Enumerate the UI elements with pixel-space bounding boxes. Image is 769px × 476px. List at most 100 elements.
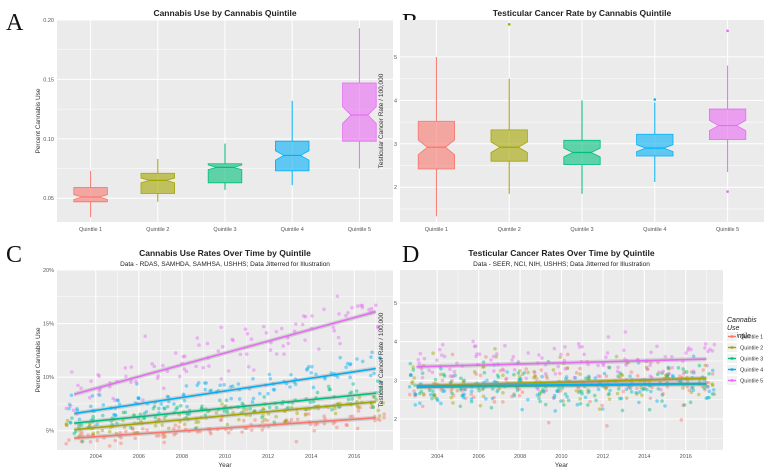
data-point-quintile-3 [153, 415, 158, 420]
data-point-quintile-4 [196, 381, 201, 385]
data-point-quintile-2 [710, 383, 715, 388]
data-point-quintile-4 [75, 408, 80, 413]
legend-title: Quintile [727, 333, 751, 340]
data-point-quintile-2 [472, 370, 477, 374]
data-point-quintile-4 [587, 389, 591, 394]
data-point-quintile-5 [195, 336, 200, 340]
data-point-quintile-4 [236, 382, 241, 386]
data-point-quintile-1 [517, 387, 522, 391]
data-point-quintile-4 [593, 376, 598, 380]
data-point-quintile-5 [686, 346, 691, 350]
data-point-quintile-2 [647, 380, 652, 384]
data-point-quintile-1 [295, 417, 300, 422]
data-point-quintile-1 [161, 432, 165, 437]
data-point-quintile-1 [605, 424, 609, 428]
data-point-quintile-2 [685, 379, 690, 384]
panel-b-chart: 2 3 4 5 Testicular Cancer Rate by Cannabis Q… [378, 8, 764, 233]
data-point-quintile-2 [194, 426, 199, 430]
data-point-quintile-2 [703, 363, 708, 368]
data-point-quintile-5 [649, 375, 654, 380]
data-point-quintile-2 [451, 401, 455, 405]
data-point-quintile-2 [333, 406, 337, 411]
data-point-quintile-3 [174, 407, 178, 411]
data-point-quintile-4 [462, 392, 466, 397]
data-point-quintile-5 [710, 349, 715, 353]
data-point-quintile-3 [378, 386, 383, 391]
data-point-quintile-4 [268, 376, 273, 381]
data-point-quintile-2 [644, 365, 649, 370]
data-point-quintile-5 [648, 363, 652, 368]
data-point-quintile-5 [604, 355, 608, 359]
data-point-quintile-5 [173, 351, 178, 355]
data-point-quintile-4 [172, 402, 176, 406]
data-point-quintile-4 [306, 364, 311, 369]
data-point-quintile-5 [536, 387, 540, 392]
data-point-quintile-1 [195, 430, 200, 434]
data-point-quintile-2 [182, 422, 187, 427]
data-point-quintile-1 [510, 394, 514, 399]
y-axis-label: Percent Cannabis Use [35, 327, 42, 392]
data-point-quintile-3 [647, 407, 652, 412]
x-tick-label: 2004 [90, 454, 102, 460]
data-point-quintile-3 [142, 411, 147, 416]
data-point-quintile-1 [322, 414, 326, 418]
data-point-quintile-3 [431, 389, 435, 394]
data-point-quintile-4 [272, 388, 277, 392]
data-point-quintile-5 [661, 369, 665, 374]
data-point-quintile-1 [382, 412, 387, 417]
data-point-quintile-5 [376, 324, 380, 329]
data-point-quintile-2 [512, 392, 516, 396]
data-point-quintile-3 [349, 390, 354, 394]
y-tick-label: 5 [394, 301, 397, 307]
data-point-quintile-3 [543, 402, 548, 407]
data-point-quintile-2 [122, 425, 127, 429]
data-point-quintile-3 [679, 380, 683, 384]
data-point-quintile-5 [472, 344, 477, 349]
data-point-quintile-1 [681, 403, 685, 408]
data-point-quintile-5 [96, 392, 101, 397]
x-tick-label: 2008 [514, 454, 526, 460]
data-point-quintile-4 [90, 394, 95, 398]
data-point-quintile-5 [511, 354, 516, 359]
data-point-quintile-1 [162, 440, 167, 445]
data-point-quintile-2 [333, 411, 338, 416]
data-point-quintile-4 [204, 381, 208, 385]
data-point-quintile-2 [667, 366, 671, 371]
data-point-quintile-5 [76, 383, 80, 388]
data-point-quintile-2 [412, 376, 416, 380]
data-point-quintile-2 [493, 346, 497, 351]
data-point-quintile-1 [574, 371, 579, 375]
data-point-quintile-2 [438, 372, 443, 377]
data-point-quintile-1 [515, 386, 520, 391]
data-point-quintile-5 [274, 352, 279, 356]
data-point-quintile-1 [558, 388, 563, 393]
legend-key-point [730, 367, 734, 372]
data-point-quintile-1 [656, 360, 660, 365]
data-point-quintile-2 [624, 396, 629, 400]
data-point-quintile-4 [537, 396, 541, 401]
box-quintile-1 [73, 187, 108, 203]
data-point-quintile-3 [286, 405, 290, 410]
data-point-quintile-5 [623, 357, 627, 362]
data-point-quintile-1 [322, 421, 327, 426]
data-point-quintile-1 [635, 386, 639, 391]
data-point-quintile-2 [374, 398, 379, 402]
data-point-quintile-4 [705, 395, 710, 400]
data-point-quintile-2 [561, 399, 565, 403]
data-point-quintile-3 [620, 408, 625, 413]
legend-key-point [730, 356, 734, 361]
data-point-quintile-2 [160, 423, 164, 427]
data-point-quintile-2 [162, 416, 167, 420]
data-point-quintile-4 [167, 399, 171, 404]
data-point-quintile-5 [427, 368, 431, 373]
data-point-quintile-2 [532, 369, 536, 374]
data-point-quintile-4 [208, 389, 212, 393]
data-point-quintile-2 [96, 430, 100, 435]
data-point-quintile-3 [616, 387, 621, 391]
data-point-quintile-5 [331, 325, 336, 330]
data-point-quintile-4 [505, 370, 510, 374]
x-tick-label: 2012 [597, 454, 609, 460]
data-point-quintile-1 [335, 425, 339, 430]
data-point-quintile-3 [495, 373, 500, 377]
x-tick-label: Quintile 3 [570, 227, 593, 233]
